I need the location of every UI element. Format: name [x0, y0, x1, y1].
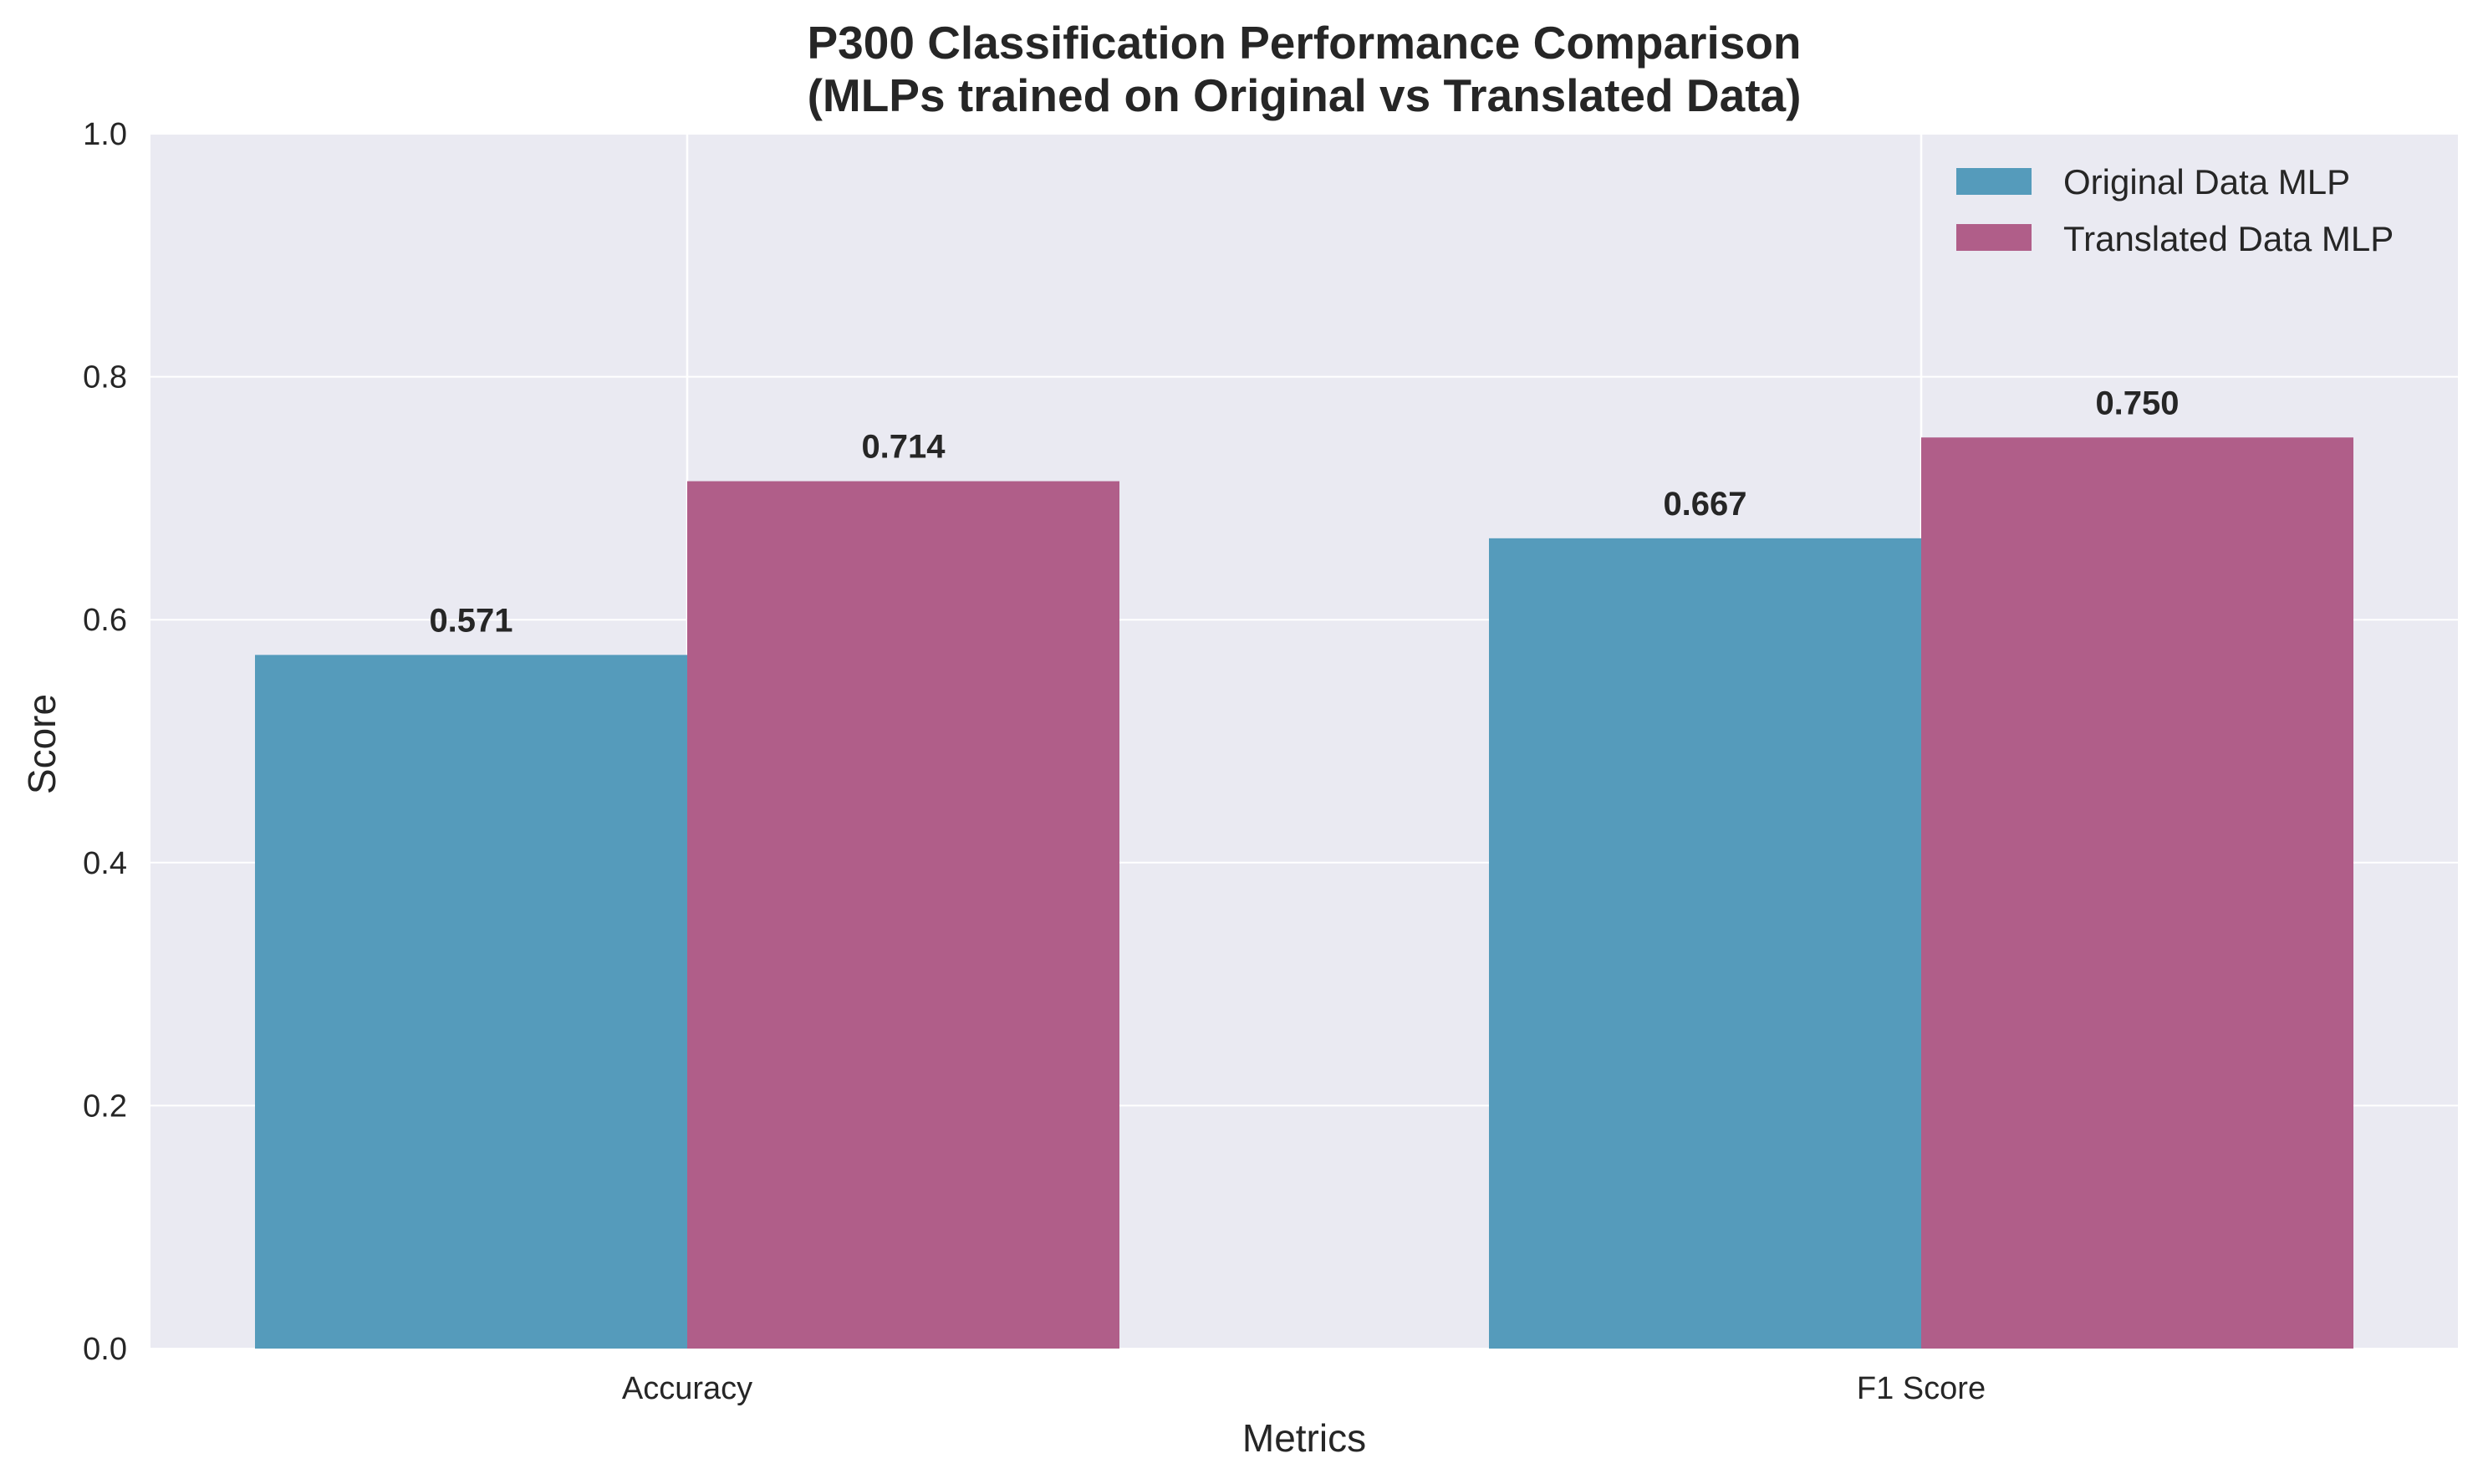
legend-label-translated: Translated Data MLP: [2063, 219, 2394, 258]
data-label-original-accuracy: 0.571: [429, 602, 512, 639]
y-tick-label-3: 0.6: [83, 603, 127, 638]
y-tick-label-1: 0.2: [83, 1089, 127, 1124]
bar-translated-f1-score: [1921, 437, 2353, 1349]
y-ticks: 0.0 0.2 0.4 0.6 0.8 1.0: [83, 117, 127, 1367]
data-label-original-f1-score: 0.667: [1663, 486, 1746, 523]
chart-title-line-1: P300 Classification Performance Comparis…: [807, 17, 1801, 69]
legend-swatch-original: [1956, 168, 2032, 195]
y-tick-label-5: 1.0: [83, 117, 127, 152]
y-tick-label-0: 0.0: [83, 1332, 127, 1367]
legend-label-original: Original Data MLP: [2063, 162, 2350, 201]
chart-title-line-2: (MLPs trained on Original vs Translated …: [808, 69, 1802, 121]
bar-original-f1-score: [1489, 538, 1921, 1349]
bars: [255, 437, 2353, 1349]
x-ticks: Accuracy F1 Score: [622, 1371, 1986, 1406]
y-tick-label-2: 0.4: [83, 846, 127, 881]
data-label-translated-accuracy: 0.714: [861, 429, 946, 466]
x-tick-label-0: Accuracy: [622, 1371, 752, 1406]
legend-swatch-translated: [1956, 224, 2032, 251]
y-tick-label-4: 0.8: [83, 360, 127, 395]
x-tick-label-1: F1 Score: [1857, 1371, 1986, 1406]
legend: Original Data MLP Translated Data MLP: [1956, 162, 2394, 258]
x-axis-label: Metrics: [1242, 1416, 1366, 1460]
bar-original-accuracy: [255, 655, 687, 1349]
bar-translated-accuracy: [687, 481, 1119, 1349]
y-axis-label: Score: [20, 694, 64, 794]
data-labels: 0.571 0.667 0.714 0.750: [429, 385, 2179, 639]
data-label-translated-f1-score: 0.750: [2095, 385, 2179, 421]
